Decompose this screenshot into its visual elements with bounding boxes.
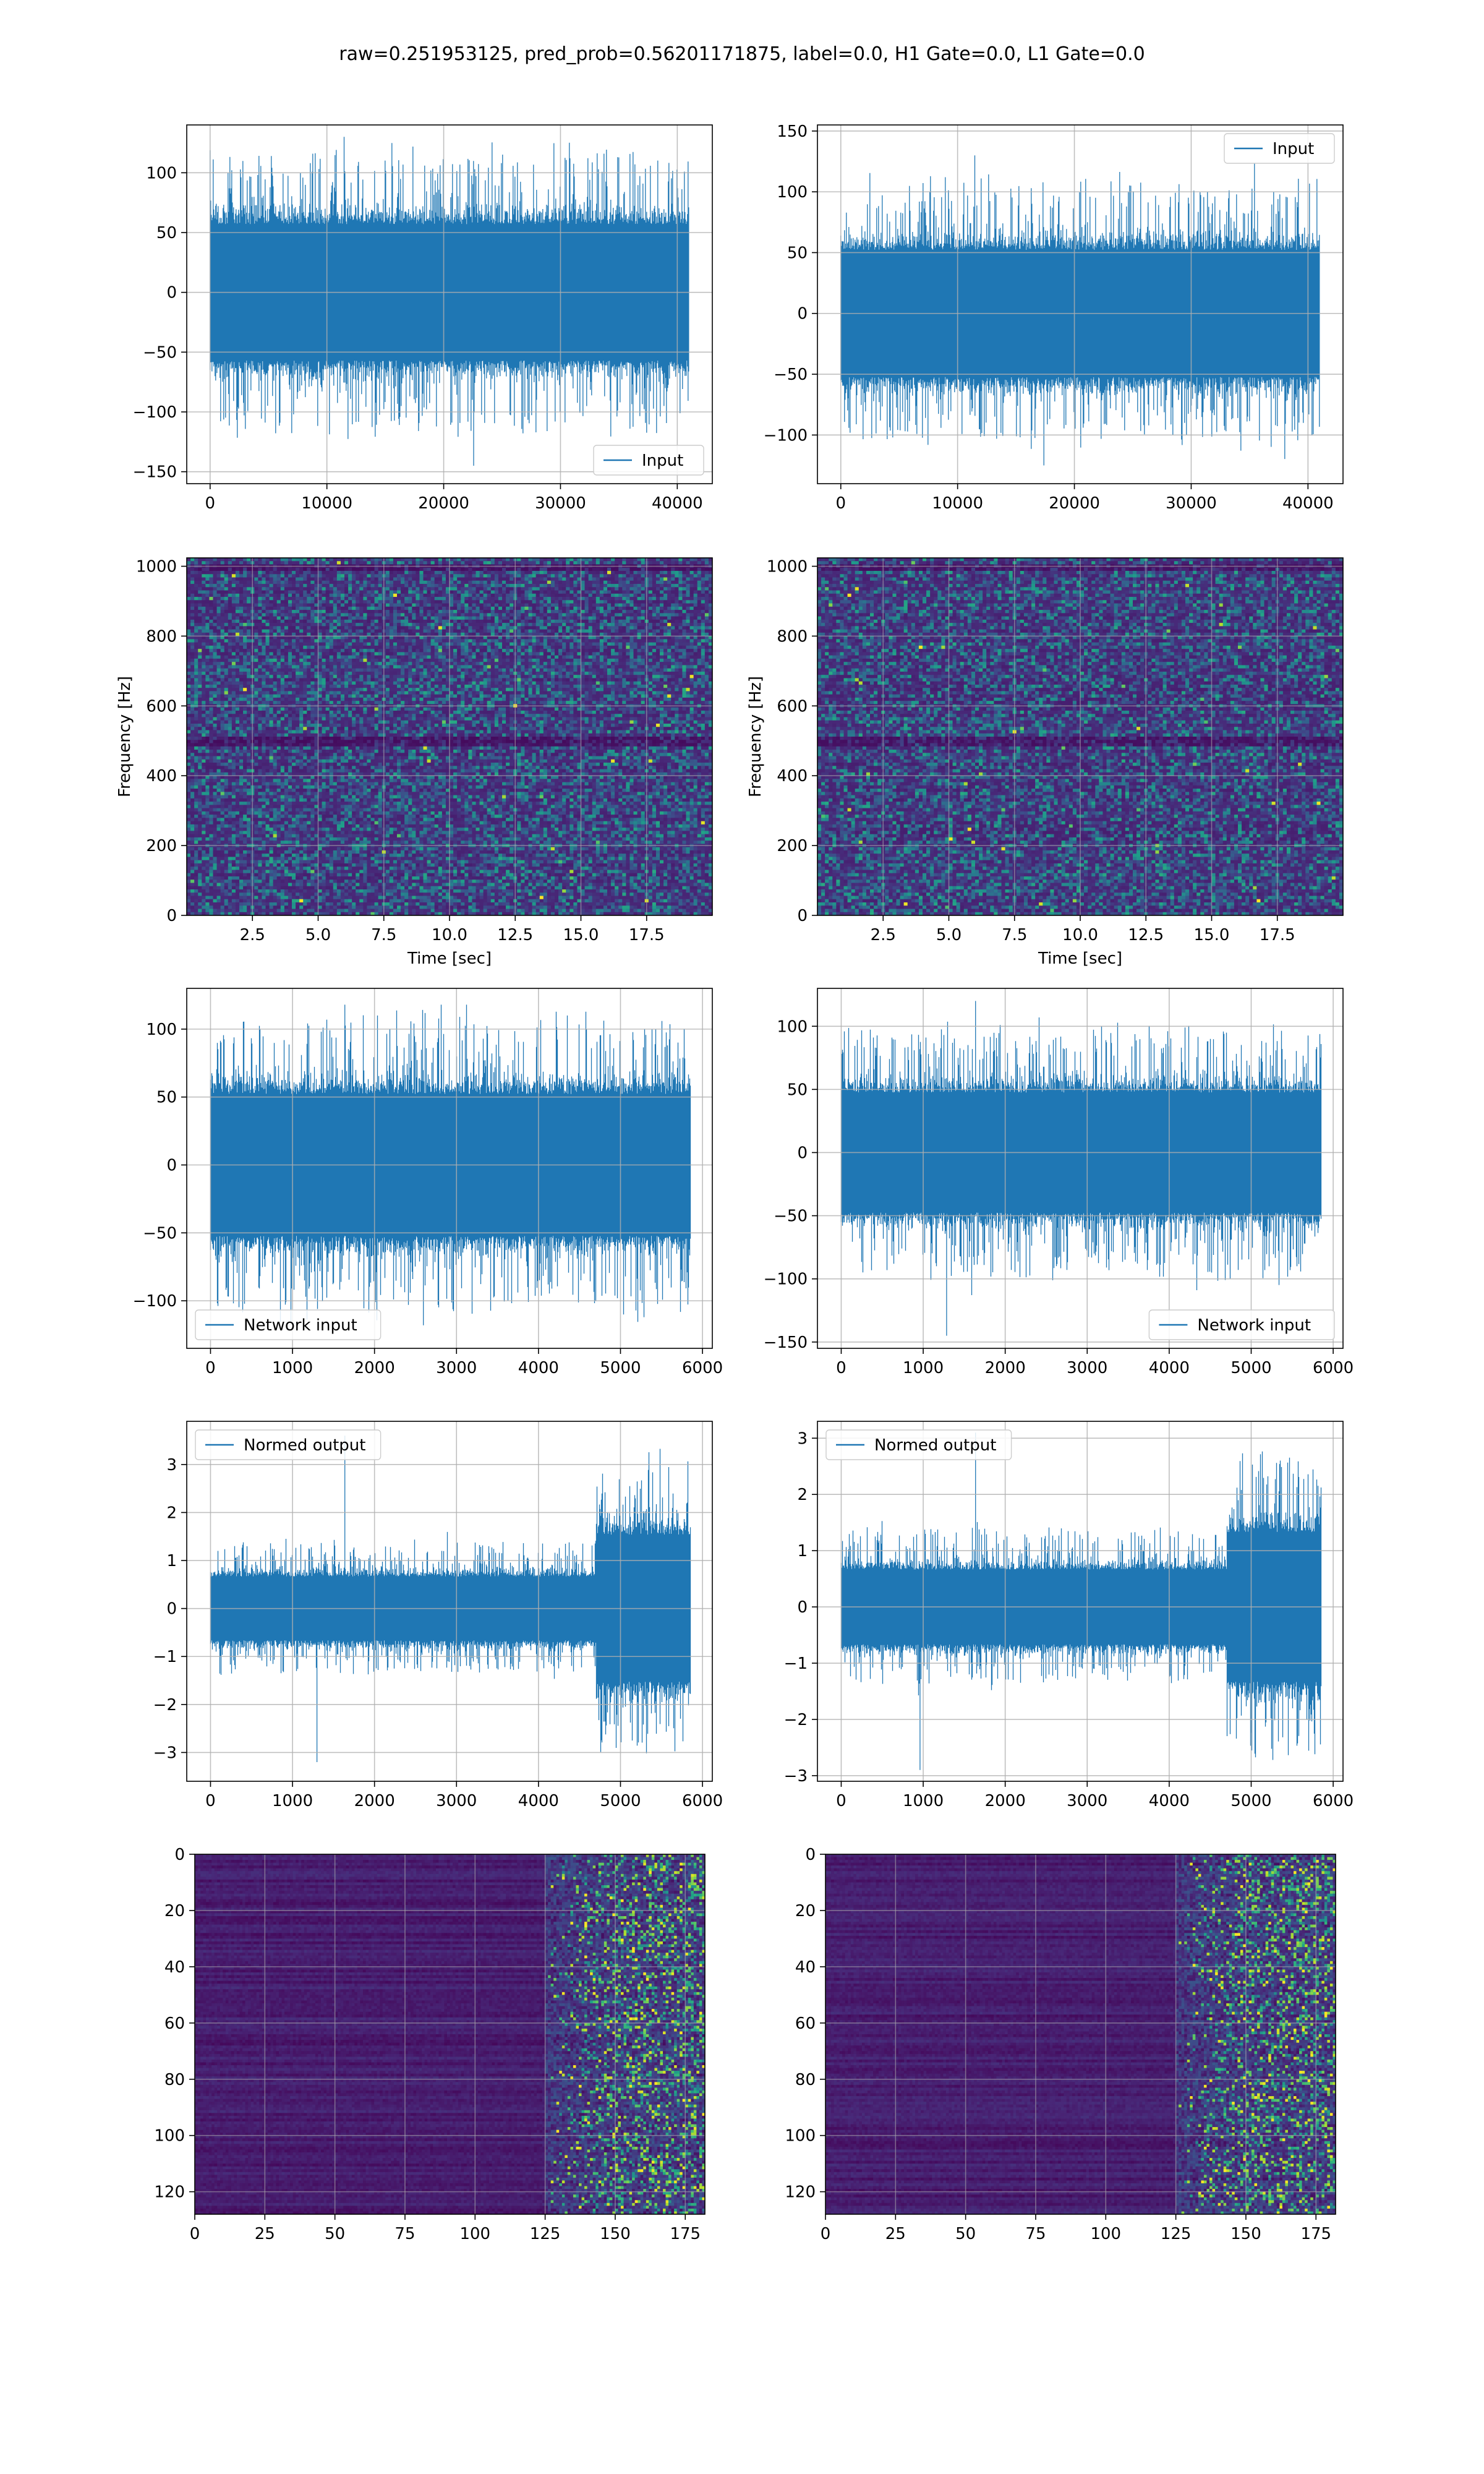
- feat-h1-ytick-label: 80: [164, 2071, 185, 2089]
- normout-l1-ytick-label: −2: [784, 1711, 808, 1729]
- feat-l1-xtick-label: 25: [885, 2225, 906, 2243]
- feat-l1-xtick-label: 0: [821, 2225, 831, 2243]
- feat-l1-xtick-label: 75: [1025, 2225, 1046, 2243]
- spec-l1-ytick-label: 600: [777, 697, 808, 716]
- netin-l1-ytick-label: 0: [797, 1144, 808, 1162]
- netin-l1-series-line: [842, 1001, 1321, 1335]
- feat-h1-xtick-label: 125: [530, 2225, 561, 2243]
- input-l1-ytick-label: 100: [777, 183, 808, 202]
- input-l1-ytick-label: 50: [787, 244, 808, 262]
- normout-l1-ytick-label: 1: [797, 1542, 808, 1560]
- input-h1-ytick-label: 100: [146, 164, 177, 182]
- feat-h1-ytick-label: 40: [164, 1958, 185, 1977]
- normout-h1-ytick-label: 2: [166, 1504, 177, 1522]
- netin-h1-ytick-label: −100: [133, 1292, 177, 1311]
- spec-h1-ytick-label: 200: [146, 837, 177, 855]
- input-l1-ytick-label: −50: [774, 366, 808, 384]
- normout-h1-ytick-label: 3: [166, 1456, 177, 1475]
- feat-h1-chart: 0 25 50 75 100 125 150 175 0 20 40 60 80 100 120: [102, 1761, 798, 2307]
- input-h1-ytick-label: −100: [133, 403, 177, 422]
- netin-l1-ytick-label: −100: [764, 1270, 808, 1289]
- netin-l1-ytick-label: −50: [774, 1207, 808, 1226]
- normout-h1-ytick-label: −3: [153, 1744, 177, 1762]
- normout-l1-ytick-label: 2: [797, 1486, 808, 1504]
- spec-l1-ytick-label: 1000: [767, 558, 808, 576]
- normout-h1-series-line: [211, 1436, 691, 1762]
- netin-h1-ytick-label: −50: [143, 1224, 177, 1243]
- feat-h1-ytick-label: 120: [154, 2183, 185, 2202]
- feat-l1-ytick-label: 100: [785, 2127, 816, 2146]
- feat-l1-ytick-label: 120: [785, 2183, 816, 2202]
- spec-h1-ylabel: Frequency [Hz]: [116, 676, 134, 797]
- feat-h1-xtick-label: 150: [600, 2225, 631, 2243]
- normout-l1-ytick-label: 3: [797, 1429, 808, 1448]
- input-l1-legend-label: Input: [1273, 140, 1314, 158]
- spec-h1-ytick-label: 800: [146, 627, 177, 646]
- feat-l1-ytick-label: 20: [795, 1902, 816, 1920]
- feat-h1-xtick-label: 75: [394, 2225, 415, 2243]
- input-l1-series-line: [841, 155, 1320, 465]
- feat-l1-heatmap-cells: [825, 1854, 1336, 2215]
- spec-h1-ytick-label: 600: [146, 697, 177, 716]
- feat-l1-xtick-label: 175: [1300, 2225, 1331, 2243]
- feat-l1-xtick-label: 125: [1161, 2225, 1192, 2243]
- feat-l1-xtick-label: 50: [955, 2225, 976, 2243]
- spec-l1-ytick-label: 200: [777, 837, 808, 855]
- feat-h1-ytick-label: 0: [174, 1846, 185, 1864]
- normout-h1-legend: Normed output: [195, 1430, 381, 1460]
- normout-h1-ytick-label: 1: [166, 1552, 177, 1570]
- normout-l1-ytick-label: 0: [797, 1598, 808, 1617]
- feat-l1-xtick-label: 100: [1090, 2225, 1121, 2243]
- netin-l1-ytick-label: 50: [787, 1081, 808, 1099]
- feat-l1-ytick-label: 60: [795, 2014, 816, 2033]
- spec-l1-ylabel: Frequency [Hz]: [746, 676, 765, 797]
- feat-h1-ytick-label: 20: [164, 1902, 185, 1920]
- feat-h1-ytick-label: 60: [164, 2014, 185, 2033]
- input-l1-ytick-label: −100: [764, 426, 808, 445]
- normout-h1-ytick-label: 0: [166, 1600, 177, 1619]
- input-l1-ytick-label: 150: [777, 122, 808, 141]
- normout-h1-ytick-label: −2: [153, 1696, 177, 1714]
- netin-h1-ytick-label: 50: [156, 1089, 177, 1107]
- feat-l1-ytick-label: 80: [795, 2071, 816, 2089]
- normout-l1-legend: Normed output: [826, 1430, 1012, 1460]
- spec-l1-ytick-label: 400: [777, 767, 808, 785]
- netin-l1-ytick-label: 100: [777, 1017, 808, 1036]
- normout-l1-ytick-label: −1: [784, 1654, 808, 1673]
- feat-h1-heatmap-cells: [195, 1854, 706, 2215]
- feat-l1-chart: 0 25 50 75 100 125 150 175 0 20 40 60 80 100 120: [733, 1761, 1428, 2307]
- feat-h1-xtick-label: 0: [190, 2225, 200, 2243]
- netin-h1-ytick-label: 100: [146, 1021, 177, 1039]
- feat-h1-xtick-label: 25: [255, 2225, 275, 2243]
- feat-l1-xtick-label: 150: [1230, 2225, 1261, 2243]
- feat-l1-ytick-label: 0: [805, 1846, 816, 1864]
- input-l1-legend: Input: [1224, 134, 1334, 163]
- input-h1-series-line: [210, 137, 689, 466]
- input-h1-ytick-label: 0: [166, 284, 177, 302]
- input-h1-ytick-label: −50: [143, 343, 177, 362]
- feat-h1-xtick-label: 50: [325, 2225, 345, 2243]
- feat-h1-xtick-label: 100: [459, 2225, 490, 2243]
- input-h1-ytick-label: 50: [156, 224, 177, 242]
- normout-l1-legend-label: Normed output: [874, 1436, 996, 1455]
- normout-h1-ytick-label: −1: [153, 1648, 177, 1666]
- spec-h1-ytick-label: 1000: [136, 558, 177, 576]
- feat-h1-xtick-label: 175: [670, 2225, 701, 2243]
- feat-h1-ytick-label: 100: [154, 2127, 185, 2146]
- spec-h1-ytick-label: 400: [146, 767, 177, 785]
- feat-l1-ytick-label: 40: [795, 1958, 816, 1977]
- input-l1-ytick-label: 0: [797, 305, 808, 323]
- netin-h1-ytick-label: 0: [166, 1157, 177, 1175]
- spec-l1-ytick-label: 800: [777, 627, 808, 646]
- normout-h1-legend-label: Normed output: [244, 1436, 365, 1455]
